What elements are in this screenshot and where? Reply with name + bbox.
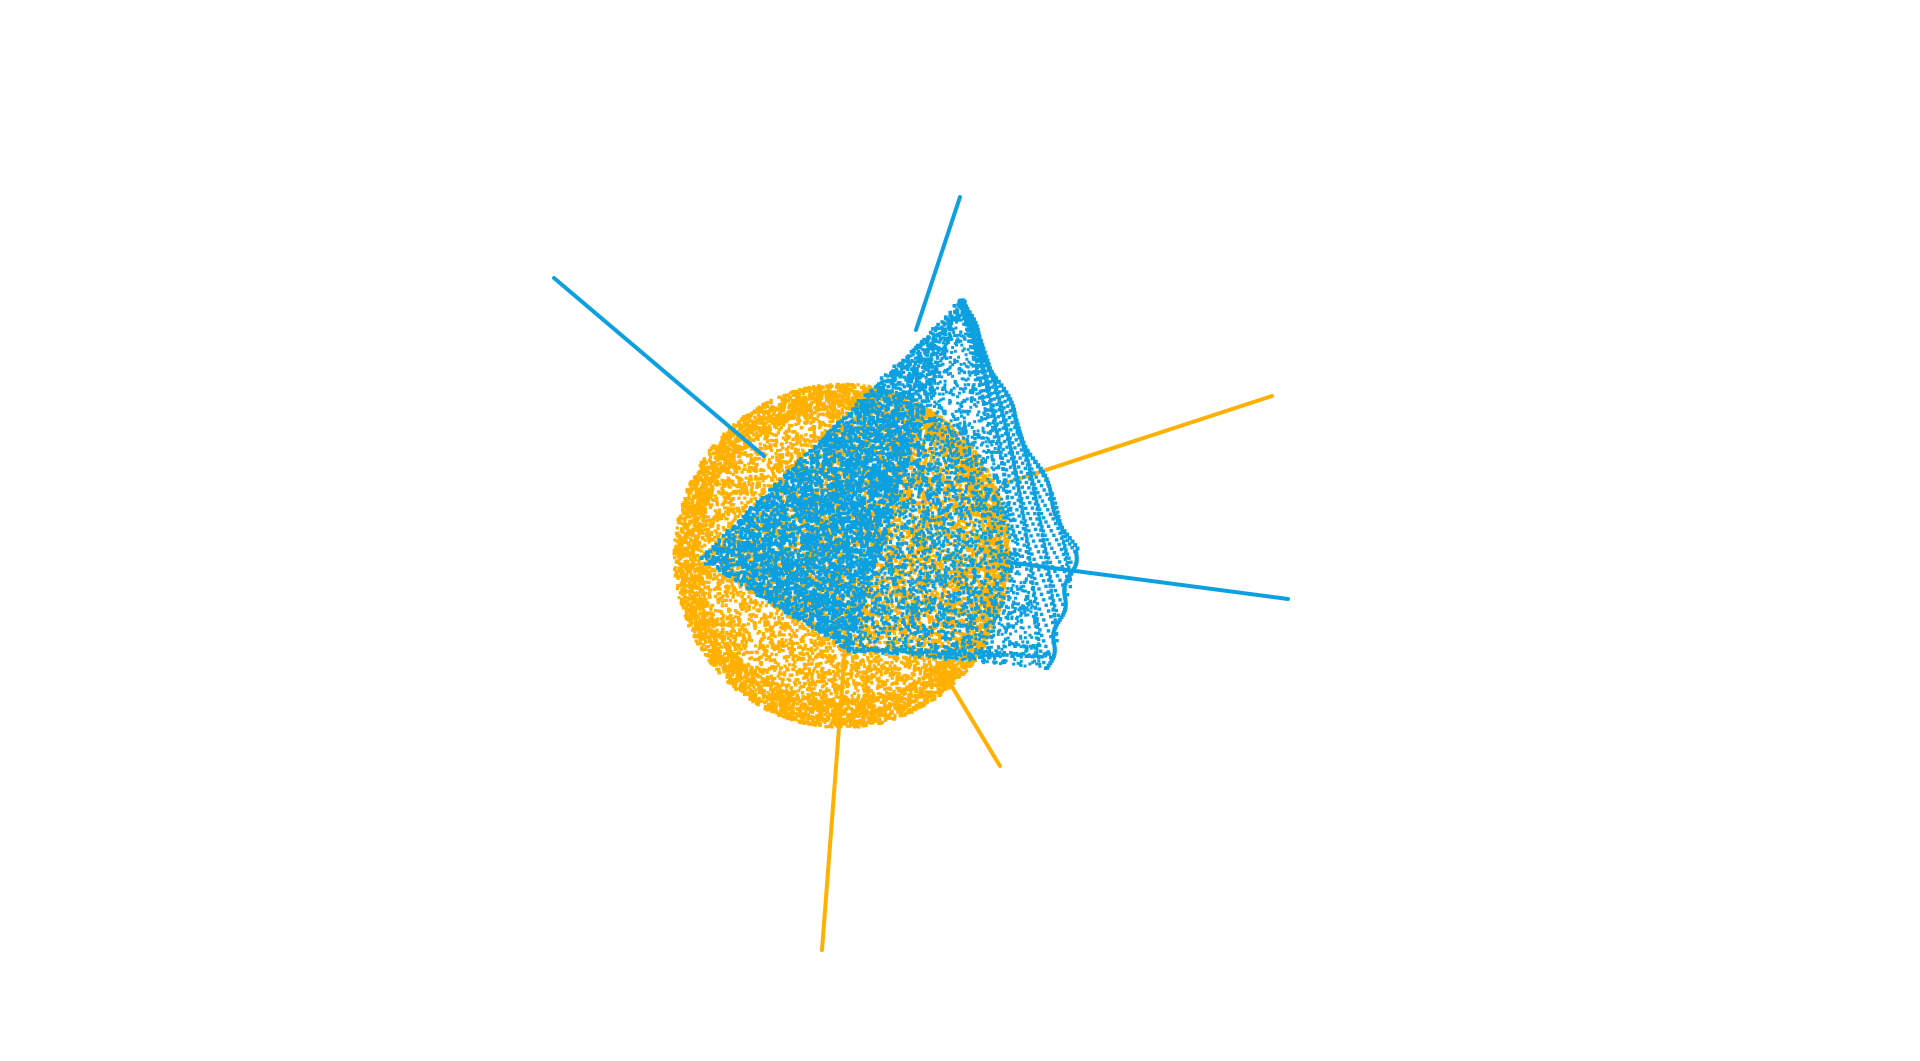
blue-axis-c bbox=[1005, 560, 1290, 601]
orange-axis-y bbox=[946, 678, 1002, 768]
blue-frame-axes bbox=[552, 195, 1290, 601]
blue-axis-b bbox=[914, 195, 962, 332]
blue-point-cloud bbox=[699, 298, 1080, 670]
orange-axis-x bbox=[1001, 394, 1274, 486]
blue-axis-a bbox=[552, 276, 766, 458]
